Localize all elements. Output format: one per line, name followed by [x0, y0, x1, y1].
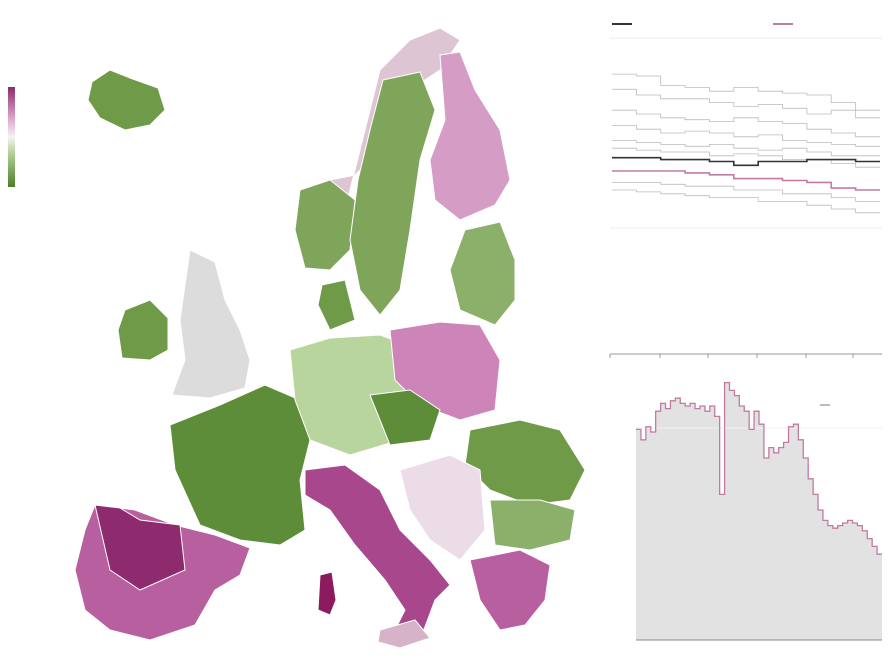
map	[74, 27, 586, 649]
region	[369, 389, 441, 446]
colorbar	[8, 87, 15, 187]
region	[464, 419, 586, 506]
region	[449, 221, 516, 326]
region	[349, 71, 436, 316]
region	[87, 69, 166, 131]
area-line	[636, 381, 882, 555]
series-line	[612, 125, 880, 147]
series-line	[612, 182, 880, 202]
axis-ticks	[609, 354, 854, 358]
series-line	[612, 189, 880, 214]
region	[169, 384, 311, 546]
region	[377, 619, 431, 649]
region	[94, 504, 186, 591]
region	[489, 499, 576, 551]
series-line	[612, 147, 880, 168]
area-fill	[636, 382, 882, 640]
series-line	[612, 156, 880, 167]
region	[399, 454, 486, 561]
series-line	[612, 140, 880, 157]
series-line	[612, 88, 880, 119]
series-line	[612, 170, 880, 191]
series-line	[612, 73, 880, 111]
region	[317, 279, 356, 331]
region	[294, 179, 356, 271]
region	[317, 571, 337, 616]
region	[429, 51, 511, 221]
region	[171, 249, 251, 399]
region	[469, 549, 551, 631]
series-line	[612, 109, 880, 138]
region	[117, 299, 169, 361]
